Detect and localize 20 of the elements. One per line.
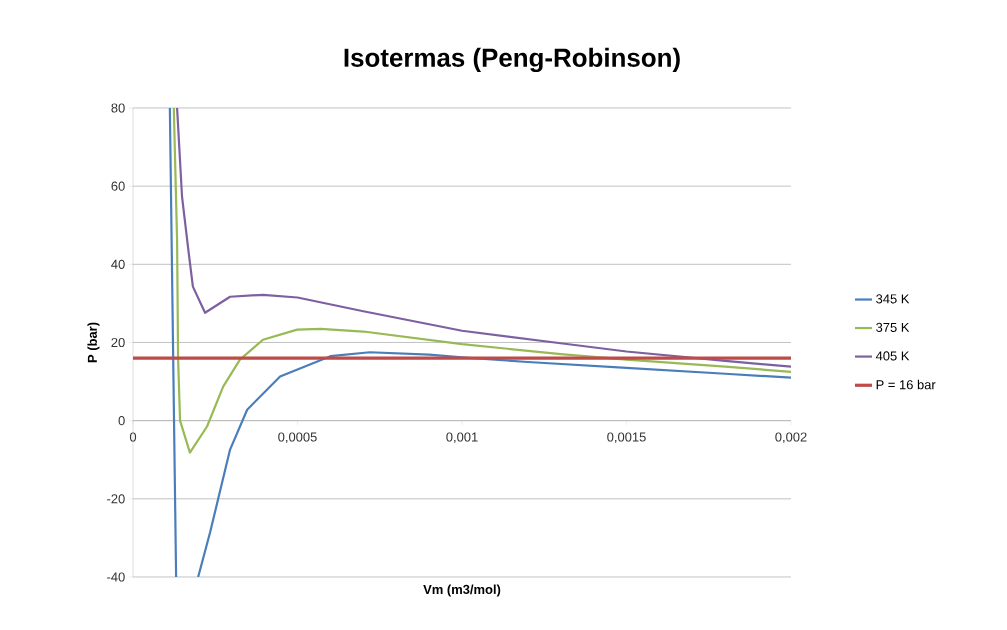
x-tick-label: 0,002 (775, 432, 807, 444)
legend-label: P = 16 bar (876, 379, 936, 390)
line-series (175, 107, 792, 368)
x-axis-title: Vm (m3/mol) (423, 584, 501, 597)
y-tick-label: 80 (111, 103, 125, 113)
x-tick-label: 0,0015 (607, 432, 646, 444)
x-tick-label: 0,001 (446, 432, 478, 444)
x-tick-label: 0,0005 (278, 432, 317, 444)
y-tick-label: -20 (107, 494, 125, 504)
legend-label: 345 K (876, 294, 910, 304)
legend-label: 375 K (876, 322, 910, 332)
y-axis-title: P (bar) (87, 322, 100, 363)
y-tick-label: -40 (107, 572, 125, 582)
y-tick-label: 60 (111, 181, 125, 191)
y-tick-label: 40 (111, 259, 125, 269)
x-tick-label: 0 (129, 432, 137, 442)
y-tick-label: 0 (118, 416, 125, 426)
legend-label: 405 K (875, 351, 910, 361)
chart-title: Isotermas (Peng-Robinson) (344, 47, 680, 73)
y-tick-label: 20 (111, 337, 125, 348)
